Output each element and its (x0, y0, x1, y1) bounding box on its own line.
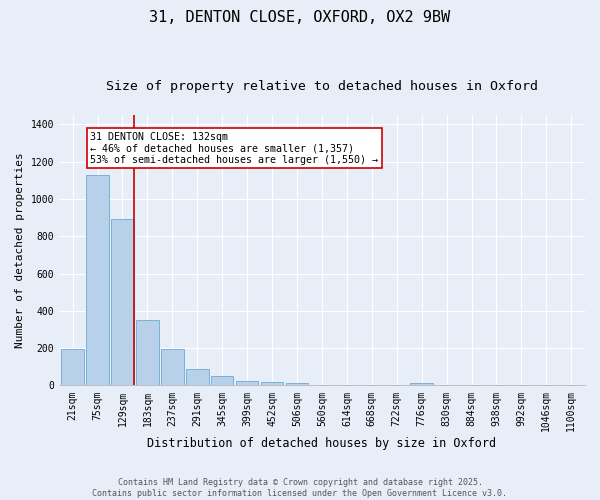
Bar (261, 382, 283, 386)
Bar (186, 369, 209, 386)
Bar (410, 383, 433, 386)
Text: Contains HM Land Registry data © Crown copyright and database right 2025.
Contai: Contains HM Land Registry data © Crown c… (92, 478, 508, 498)
Bar (211, 376, 233, 386)
Text: 31, DENTON CLOSE, OXFORD, OX2 9BW: 31, DENTON CLOSE, OXFORD, OX2 9BW (149, 10, 451, 25)
Bar (86, 174, 109, 386)
Bar (61, 349, 84, 386)
Bar (286, 383, 308, 386)
Y-axis label: Number of detached properties: Number of detached properties (15, 152, 25, 348)
Bar (161, 349, 184, 386)
Bar (111, 218, 134, 386)
Title: Size of property relative to detached houses in Oxford: Size of property relative to detached ho… (106, 80, 538, 93)
X-axis label: Distribution of detached houses by size in Oxford: Distribution of detached houses by size … (148, 437, 497, 450)
Bar (236, 382, 259, 386)
Text: 31 DENTON CLOSE: 132sqm
← 46% of detached houses are smaller (1,357)
53% of semi: 31 DENTON CLOSE: 132sqm ← 46% of detache… (90, 132, 378, 165)
Bar (136, 320, 158, 386)
